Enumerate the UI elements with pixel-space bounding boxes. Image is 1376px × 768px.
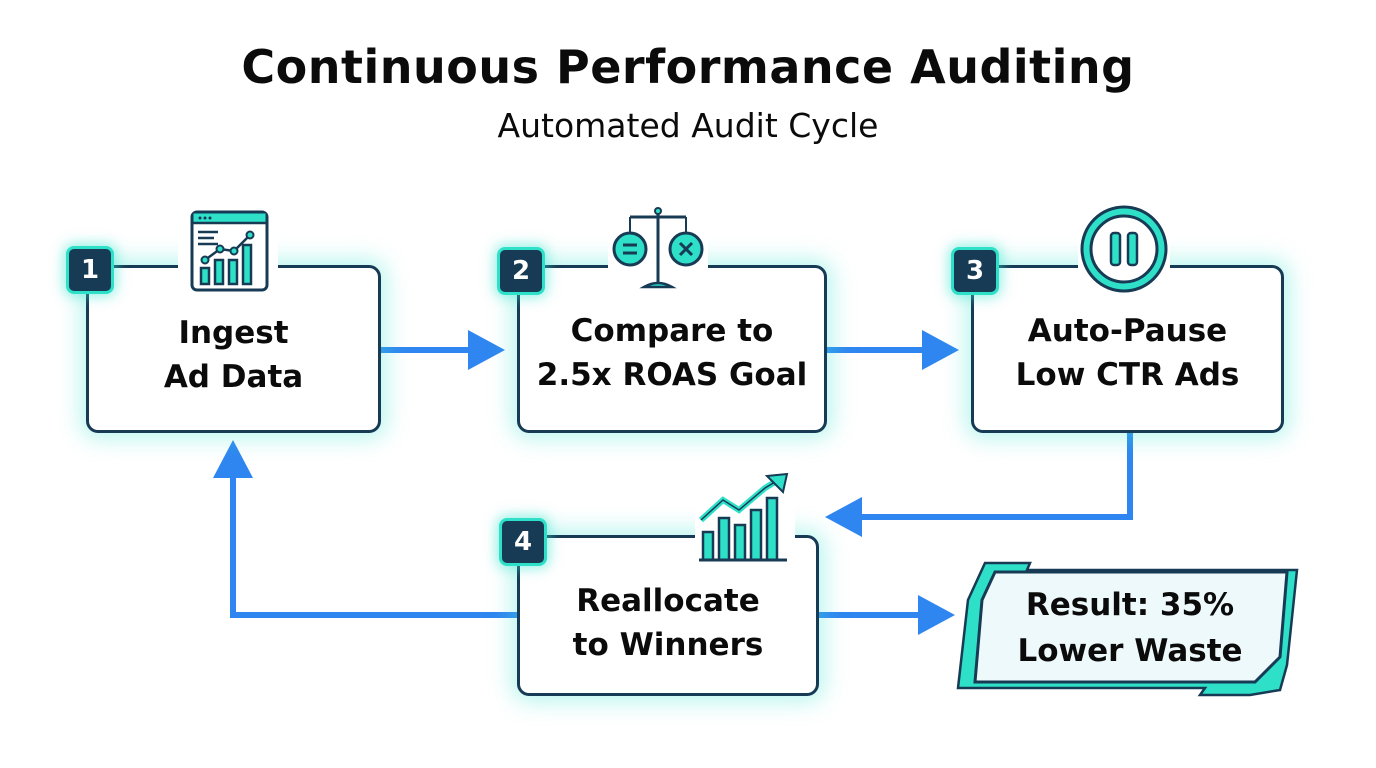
step-1-badge: 1 xyxy=(66,246,114,294)
step-2-label-line2: 2.5x ROAS Goal xyxy=(536,357,808,393)
pause-icon xyxy=(1078,203,1170,295)
step-4-label-line1: Reallocate xyxy=(576,582,760,619)
balance-scale-icon xyxy=(608,203,708,295)
page-subtitle: Automated Audit Cycle xyxy=(497,106,879,145)
step-3-label-line2: Low CTR Ads xyxy=(1015,357,1240,393)
result-line2: Lower Waste xyxy=(1017,633,1243,669)
page-title: Continuous Performance Auditing xyxy=(241,40,1135,94)
step-2-label-line1: Compare to xyxy=(570,313,774,349)
step-3-badge: 3 xyxy=(951,247,999,295)
step-3-label-line1: Auto-Pause xyxy=(1027,313,1228,349)
arrow-3-to-4 xyxy=(855,432,1133,520)
step-2-badge: 2 xyxy=(497,247,545,295)
step-4-badge: 4 xyxy=(499,518,547,566)
result-line1: Result: 35% xyxy=(1025,587,1235,623)
step-4-label-line2: to Winners xyxy=(572,626,764,663)
growth-chart-icon xyxy=(695,470,795,565)
step-1-label-line2: Ad Data xyxy=(163,359,304,395)
result-callout: Result: 35% Lower Waste xyxy=(975,582,1285,674)
arrow-4-to-1 xyxy=(230,470,517,618)
result-shape xyxy=(956,561,1299,697)
step-1-label-line1: Ingest xyxy=(178,315,289,351)
dashboard-chart-icon xyxy=(178,205,278,295)
